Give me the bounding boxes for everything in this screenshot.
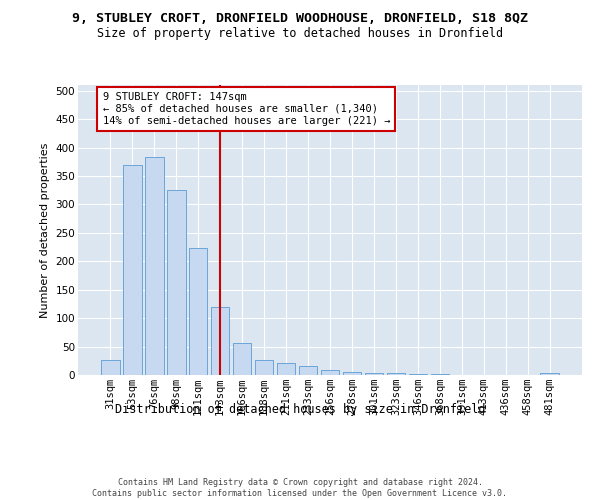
Bar — [145, 157, 164, 375]
Bar — [211, 307, 229, 375]
Bar — [255, 360, 274, 375]
Text: Contains HM Land Registry data © Crown copyright and database right 2024.
Contai: Contains HM Land Registry data © Crown c… — [92, 478, 508, 498]
Bar — [101, 360, 119, 375]
Bar — [277, 363, 295, 375]
Y-axis label: Number of detached properties: Number of detached properties — [40, 142, 50, 318]
Bar — [343, 372, 361, 375]
Bar — [320, 370, 340, 375]
Text: Size of property relative to detached houses in Dronfield: Size of property relative to detached ho… — [97, 28, 503, 40]
Bar — [365, 372, 383, 375]
Bar — [189, 248, 208, 375]
Text: 9, STUBLEY CROFT, DRONFIELD WOODHOUSE, DRONFIELD, S18 8QZ: 9, STUBLEY CROFT, DRONFIELD WOODHOUSE, D… — [72, 12, 528, 26]
Bar — [409, 374, 427, 375]
Bar — [233, 342, 251, 375]
Bar — [167, 190, 185, 375]
Bar — [386, 374, 405, 375]
Bar — [299, 366, 317, 375]
Bar — [541, 372, 559, 375]
Bar — [123, 164, 142, 375]
Text: 9 STUBLEY CROFT: 147sqm
← 85% of detached houses are smaller (1,340)
14% of semi: 9 STUBLEY CROFT: 147sqm ← 85% of detache… — [103, 92, 390, 126]
Bar — [431, 374, 449, 375]
Text: Distribution of detached houses by size in Dronfield: Distribution of detached houses by size … — [115, 402, 485, 415]
